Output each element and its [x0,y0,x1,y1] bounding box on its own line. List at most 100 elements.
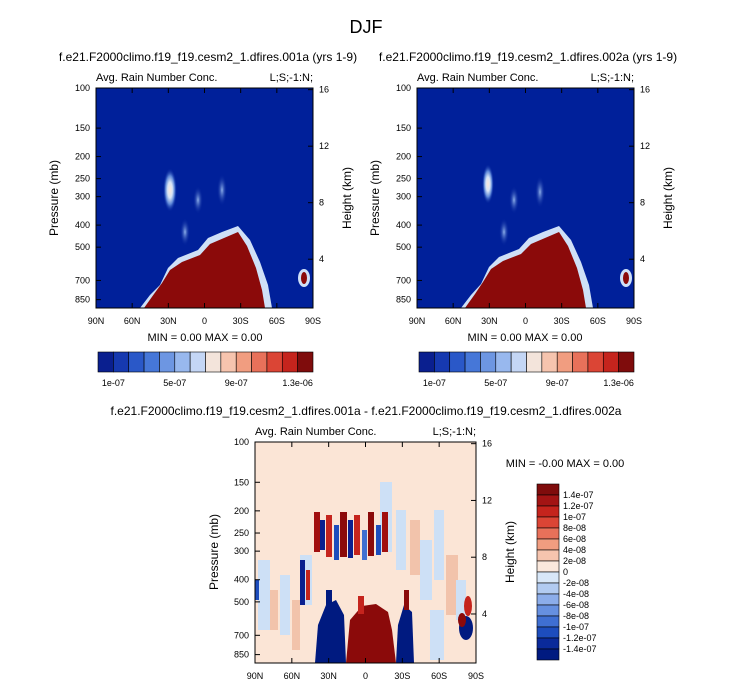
axis-ylabel-right: Height (km) [503,521,517,583]
axes: 90N 60N 30N 0 30S 60S 90S 100 150 200 250 300 400 500… [396,83,650,326]
colorbar-swatch [464,351,481,373]
panel-002a: f.e21.F2000climo.f19_f19.cesm2_1.dfires.… [368,50,677,388]
panel-subtitle-left: Avg. Rain Number Conc. [417,72,538,84]
colorbar-label: 2e-08 [563,556,586,566]
colorbar-swatch [536,648,560,661]
axes: 90N 60N 30N 0 30S 60S 90S 100 150 200 250 300 400 500… [75,83,329,326]
y-tick-right-label: 8 [640,198,645,208]
x-tick-label: 60S [431,671,447,681]
y-tick-right-label: 12 [640,141,650,151]
x-tick-label: 90S [626,316,642,326]
colorbar-swatch [526,351,543,373]
y-tick-label: 150 [396,123,411,133]
axis-ylabel: Pressure (mb) [207,514,221,590]
colorbar-label: -4e-08 [563,589,589,599]
colorbar-swatch [449,351,466,373]
y-tick-label: 850 [396,295,411,305]
panel-subtitle-right: L;S;-1:N; [270,72,313,84]
x-tick-label: 90N [247,671,264,681]
colorbar-swatch [266,351,283,373]
y-tick-right-label: 4 [640,254,645,264]
colorbar-label: 9e-07 [546,378,569,388]
colorbar-label: 6e-08 [563,534,586,544]
colorbar-swatch [541,351,558,373]
x-tick-label: 60S [269,316,285,326]
x-tick-label: 90N [88,316,105,326]
y-tick-label: 150 [75,123,90,133]
colorbar-swatch [189,351,206,373]
colorbar-swatch [159,351,176,373]
y-tick-right-label: 16 [482,439,492,449]
panel-001a: f.e21.F2000climo.f19_f19.cesm2_1.dfires.… [47,50,357,388]
colorbar-label: -6e-08 [563,600,589,610]
colorbar-label: -1e-07 [563,622,589,632]
y-tick-label: 400 [396,220,411,230]
colorbar-swatch [536,593,560,606]
colorbar: 1.4e-071.2e-071e-078e-086e-084e-082e-080… [536,483,597,661]
panel-subtitle-left: Avg. Rain Number Conc. [255,426,376,438]
panel-stats: MIN = 0.00 MAX = 0.00 [148,332,263,344]
contour-field [255,442,476,663]
y-tick-label: 400 [234,575,249,585]
y-tick-label: 100 [234,437,249,447]
y-tick-right-label: 16 [319,85,329,95]
y-tick-label: 250 [234,528,249,538]
y-tick-label: 200 [396,152,411,162]
colorbar-label: -8e-08 [563,611,589,621]
y-tick-right-label: 12 [319,141,329,151]
y-tick-label: 250 [396,174,411,184]
x-tick-label: 90S [305,316,321,326]
colorbar-label: 1e-07 [423,378,446,388]
colorbar-swatch [536,538,560,551]
colorbar-label: 0 [563,567,568,577]
x-tick-label: 30S [233,316,249,326]
axis-ylabel: Pressure (mb) [47,160,61,236]
panel-stats: MIN = 0.00 MAX = 0.00 [468,332,583,344]
y-tick-label: 250 [75,174,90,184]
colorbar-swatch [480,351,497,373]
colorbar-swatch [495,351,512,373]
colorbar-label: 1e-07 [102,378,125,388]
x-tick-label: 30N [481,316,498,326]
colorbar-swatch [536,516,560,529]
y-tick-label: 850 [75,295,90,305]
panel-subtitle-right: L;S;-1:N; [433,426,476,438]
colorbar-swatch [235,351,252,373]
colorbar-swatch [434,351,451,373]
colorbar-swatch [97,351,114,373]
x-tick-label: 0 [523,316,528,326]
colorbar-swatch [618,351,635,373]
y-tick-label: 500 [396,242,411,252]
panel-title: f.e21.F2000climo.f19_f19.cesm2_1.dfires.… [379,50,677,64]
colorbar-swatch [143,351,160,373]
colorbar-label: -2e-08 [563,578,589,588]
colorbar-label: 1e-07 [563,512,586,522]
colorbar-label: 9e-07 [225,378,248,388]
x-tick-label: 60N [445,316,462,326]
colorbar-swatch [536,560,560,573]
y-tick-label: 300 [396,192,411,202]
panel-title: f.e21.F2000climo.f19_f19.cesm2_1.dfires.… [111,404,622,418]
colorbar-swatch [587,351,604,373]
colorbar-swatch [536,494,560,507]
colorbar-swatch [251,351,268,373]
colorbar-swatch [281,351,298,373]
x-tick-label: 30N [320,671,337,681]
y-tick-label: 300 [75,192,90,202]
y-tick-label: 700 [234,630,249,640]
colorbar-swatch [536,604,560,617]
colorbar-swatch [220,351,237,373]
x-tick-label: 60N [124,316,141,326]
x-tick-label: 60N [284,671,301,681]
colorbar-label: -1.4e-07 [563,644,597,654]
axis-ylabel-right: Height (km) [340,167,354,229]
colorbar-swatch [536,626,560,639]
colorbar-swatch [536,505,560,518]
panel-stats: MIN = -0.00 MAX = 0.00 [506,458,625,470]
colorbar-swatch [536,527,560,540]
axes: 90N 60N 30N 0 30S 60S 90S 100 150 200 250 300 400 500… [234,437,492,681]
x-tick-label: 30N [160,316,177,326]
x-tick-label: 0 [202,316,207,326]
x-tick-label: 0 [363,671,368,681]
